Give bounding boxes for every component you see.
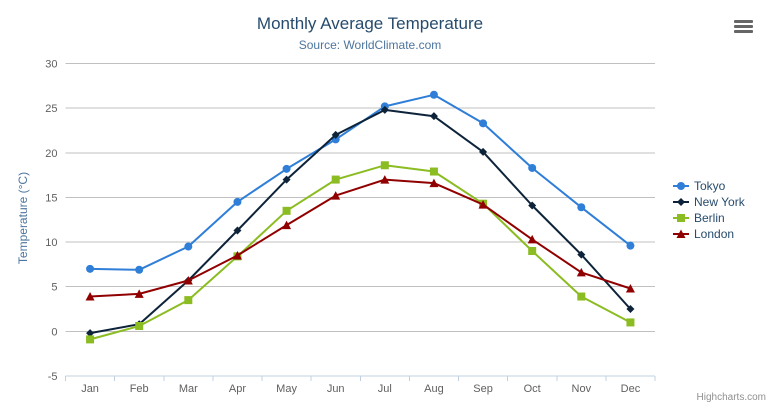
legend-marker-diamond-icon: [673, 198, 689, 206]
data-point-marker-circle[interactable]: [577, 203, 586, 212]
legend-item-new-york[interactable]: New York: [673, 194, 745, 210]
data-point-marker-triangle[interactable]: [576, 267, 586, 277]
data-point-marker-diamond[interactable]: [282, 175, 291, 184]
data-point-marker-diamond[interactable]: [86, 329, 95, 338]
data-point-marker-circle[interactable]: [528, 163, 537, 172]
data-point-marker-triangle[interactable]: [478, 200, 488, 209]
data-point-marker-diamond[interactable]: [331, 130, 340, 139]
y-axis-label: 25: [45, 103, 57, 115]
series-line: [89, 93, 632, 271]
hamburger-menu-icon: [733, 25, 753, 28]
data-point-marker-circle[interactable]: [479, 119, 488, 128]
data-point-marker-diamond[interactable]: [626, 305, 635, 314]
x-axis-label: Sep: [473, 383, 493, 395]
x-axis-label: Aug: [424, 383, 444, 395]
data-point-marker-square[interactable]: [429, 167, 438, 176]
legend-label: Berlin: [694, 211, 725, 225]
series-london: [85, 175, 635, 301]
highcharts-credits-link[interactable]: Highcharts.com: [696, 392, 766, 403]
y-axis-label: 0: [51, 326, 57, 338]
data-point-marker-triangle[interactable]: [282, 220, 292, 230]
data-point-marker-triangle[interactable]: [232, 250, 242, 260]
data-point-marker-triangle[interactable]: [527, 234, 537, 244]
y-axis-label: 10: [45, 237, 57, 249]
data-point-marker-square[interactable]: [184, 296, 193, 305]
x-axis-label: Nov: [572, 383, 592, 395]
data-point-marker-circle[interactable]: [135, 265, 144, 274]
series-new-york: [86, 105, 635, 338]
chart-subtitle: Source: WorldClimate.com: [298, 38, 442, 52]
y-axis-label: 30: [45, 59, 57, 71]
series-line: [89, 164, 632, 341]
data-point-marker-square[interactable]: [331, 175, 340, 184]
data-point-marker-diamond[interactable]: [577, 250, 586, 259]
y-axis-label: -5: [48, 371, 58, 383]
data-point-marker-triangle[interactable]: [183, 275, 193, 285]
data-point-marker-circle[interactable]: [184, 242, 193, 251]
data-point-marker-circle[interactable]: [626, 241, 635, 250]
data-point-marker-circle[interactable]: [677, 182, 685, 190]
legend-label: London: [694, 227, 735, 241]
legend-marker-square-icon: [673, 214, 689, 222]
x-axis-label: Oct: [524, 383, 541, 395]
legend-item-tokyo[interactable]: Tokyo: [673, 178, 745, 194]
data-point-marker-circle[interactable]: [429, 90, 438, 99]
chart-title: Monthly Average Temperature: [256, 14, 484, 33]
hamburger-menu-icon: [733, 30, 753, 33]
data-point-marker-square[interactable]: [577, 292, 586, 301]
x-axis-label: Dec: [621, 383, 641, 395]
x-axis-label: Jun: [327, 383, 345, 395]
legend-label: New York: [694, 195, 745, 209]
data-point-marker-square[interactable]: [626, 318, 635, 327]
hamburger-menu-icon: [733, 20, 753, 23]
data-point-marker-square[interactable]: [677, 214, 685, 222]
data-point-marker-square[interactable]: [135, 322, 144, 330]
x-axis-label: Feb: [130, 383, 149, 395]
data-point-marker-square[interactable]: [380, 161, 389, 170]
data-point-marker-circle[interactable]: [233, 197, 242, 206]
y-axis-label: 20: [45, 148, 57, 160]
data-point-marker-diamond[interactable]: [380, 105, 389, 114]
data-point-marker-diamond[interactable]: [677, 198, 685, 206]
x-axis-label: Apr: [229, 383, 246, 395]
legend-item-berlin[interactable]: Berlin: [673, 210, 745, 226]
data-point-marker-triangle[interactable]: [85, 292, 95, 301]
export-menu-button[interactable]: [731, 16, 755, 36]
y-axis-title: Temperature (°C): [16, 172, 30, 264]
data-point-marker-triangle[interactable]: [625, 284, 635, 293]
data-point-marker-diamond[interactable]: [429, 112, 438, 121]
data-point-marker-square[interactable]: [528, 247, 537, 255]
y-axis-label: 5: [51, 282, 57, 294]
data-point-marker-triangle[interactable]: [429, 178, 439, 188]
data-point-marker-triangle[interactable]: [134, 289, 144, 298]
series-line: [89, 178, 632, 298]
x-axis-label: Jan: [81, 383, 99, 395]
data-point-marker-circle[interactable]: [282, 164, 291, 173]
data-point-marker-diamond[interactable]: [528, 201, 537, 210]
data-point-marker-triangle[interactable]: [380, 175, 390, 184]
data-point-marker-triangle[interactable]: [331, 191, 341, 200]
data-point-marker-circle[interactable]: [86, 264, 95, 273]
legend-marker-triangle-icon: [673, 229, 689, 239]
x-axis-label: Mar: [179, 383, 198, 395]
legend-label: Tokyo: [694, 179, 726, 193]
x-axis-label: May: [276, 383, 297, 395]
data-point-marker-square[interactable]: [86, 335, 95, 344]
legend-item-london[interactable]: London: [673, 226, 745, 242]
legend-marker-circle-icon: [673, 182, 689, 190]
series-tokyo: [86, 90, 635, 274]
data-point-marker-diamond[interactable]: [479, 147, 488, 156]
data-point-marker-triangle[interactable]: [676, 229, 686, 239]
data-point-marker-square[interactable]: [282, 206, 291, 215]
y-axis-label: 15: [45, 192, 57, 204]
legend: Tokyo New York Berlin London: [673, 178, 745, 242]
data-point-marker-diamond[interactable]: [233, 226, 242, 235]
x-axis-label: Jul: [378, 383, 392, 395]
series-line: [89, 108, 632, 335]
